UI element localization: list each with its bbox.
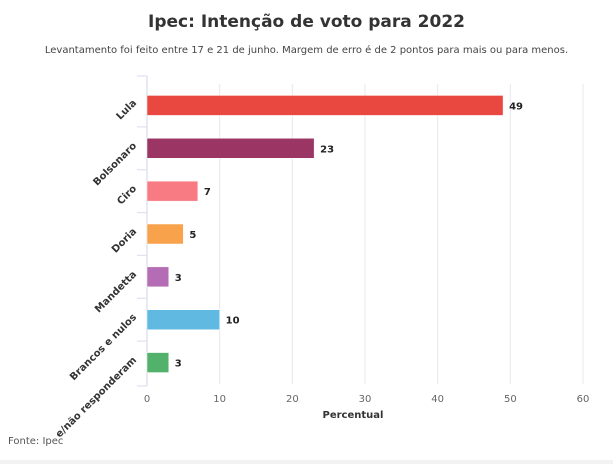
x-tick-label: 50 (504, 394, 517, 405)
bar[interactable] (146, 309, 220, 330)
category-label: Lula (115, 98, 140, 123)
bar[interactable] (146, 223, 184, 245)
category-label: Mandetta (93, 269, 139, 315)
bottom-divider (0, 460, 613, 464)
data-label: 49 (509, 101, 523, 112)
x-tick-label: 40 (431, 394, 444, 405)
x-tick-label: 30 (359, 394, 372, 405)
bar[interactable] (146, 352, 170, 373)
category-label: e/não responderam (54, 355, 139, 440)
x-tick-labels: 0 10 20 30 40 50 60 (144, 394, 590, 405)
bar[interactable] (146, 95, 504, 116)
data-label: 23 (320, 144, 334, 155)
gridlines (137, 75, 584, 387)
data-label: 3 (175, 359, 182, 370)
chart-subtitle: Levantamento foi feito entre 17 e 21 de … (44, 45, 569, 56)
x-tick-label: 20 (286, 394, 299, 405)
data-label: 3 (175, 273, 182, 284)
data-label: 5 (189, 230, 196, 241)
x-tick-label: 60 (577, 394, 590, 405)
bar[interactable] (146, 266, 170, 288)
chart-title: Ipec: Intenção de voto para 2022 (148, 12, 465, 32)
category-label: Bolsonaro (91, 141, 139, 189)
category-label: Doria (110, 226, 139, 255)
bars: 49 23 7 5 3 10 3 (146, 95, 523, 373)
bar[interactable] (146, 180, 199, 202)
source-note: Fonte: Ipec (8, 436, 64, 447)
bar[interactable] (146, 138, 315, 159)
x-tick-label: 0 (144, 394, 150, 405)
x-axis-title: Percentual (323, 410, 384, 421)
category-label: Ciro (115, 183, 139, 207)
data-label: 10 (226, 316, 240, 327)
x-tick-label: 10 (213, 394, 226, 405)
data-label: 7 (204, 187, 211, 198)
